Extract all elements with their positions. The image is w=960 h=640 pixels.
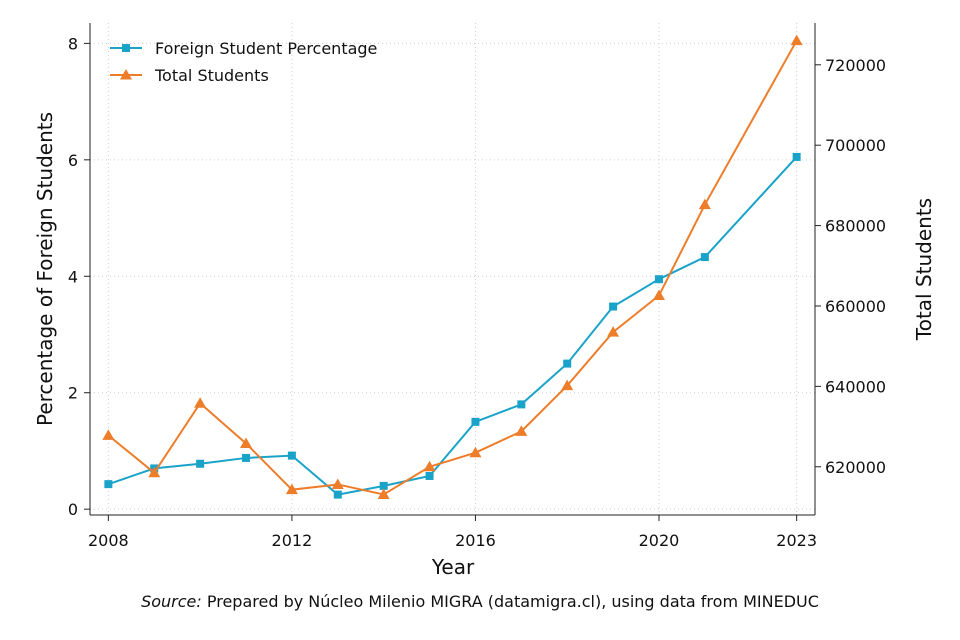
data-point <box>379 481 388 490</box>
series-line <box>107 40 798 496</box>
data-point <box>517 400 526 409</box>
data-point <box>194 397 207 408</box>
data-point <box>609 302 618 311</box>
data-point <box>240 437 253 448</box>
y-left-tick-label: 6 <box>68 151 78 170</box>
data-point <box>102 429 115 440</box>
data-point <box>698 198 711 210</box>
y-right-axis-title: Total Students <box>912 198 936 341</box>
legend-label: Foreign Student Percentage <box>155 39 377 58</box>
source-prefix: Source: <box>141 592 202 611</box>
data-point <box>331 478 344 489</box>
data-point <box>563 359 572 368</box>
x-tick-label: 2016 <box>455 531 496 550</box>
y-left-tick-label: 4 <box>68 267 78 286</box>
data-point <box>148 466 161 478</box>
legend-marker <box>122 44 130 52</box>
series-line <box>108 156 798 496</box>
y-right-tick-label: 660000 <box>825 297 886 316</box>
y-right-tick-label: 720000 <box>825 56 886 75</box>
series <box>102 34 803 499</box>
data-point <box>700 253 709 262</box>
legend-label: Total Students <box>154 66 269 85</box>
legend-marker <box>120 69 132 80</box>
data-point <box>285 483 298 495</box>
y-left-tick-label: 0 <box>68 500 78 519</box>
data-point <box>792 152 801 161</box>
y-left-axis-title: Percentage of Foreign Students <box>33 112 57 426</box>
data-point <box>607 326 620 337</box>
y-left-tick-label: 8 <box>68 34 78 53</box>
data-point <box>333 490 342 499</box>
data-point <box>377 488 390 499</box>
data-point <box>790 34 803 46</box>
axes: 0 2 4 6 8 620000 640000 660000 680000 700000 72000… <box>68 23 886 550</box>
source-note: Source: Prepared by Núcleo Milenio MIGRA… <box>0 592 960 611</box>
series-total-students <box>102 34 803 499</box>
y-right-tick-label: 620000 <box>825 458 886 477</box>
data-point <box>104 480 113 489</box>
dual-axis-line-chart: 0 2 4 6 8 620000 640000 660000 680000 700000 72000… <box>33 23 936 579</box>
x-tick-label: 2012 <box>272 531 313 550</box>
data-point <box>242 453 251 462</box>
y-left-tick-label: 2 <box>68 384 78 403</box>
data-point <box>654 275 663 284</box>
data-point <box>515 425 528 436</box>
data-point <box>652 289 665 301</box>
data-point <box>196 459 205 468</box>
series-foreign-percentage <box>104 152 801 499</box>
data-point <box>423 460 436 472</box>
x-tick-label: 2023 <box>776 531 817 550</box>
data-point <box>469 446 482 458</box>
data-point <box>287 451 296 460</box>
source-text: Prepared by Núcleo Milenio MIGRA (datami… <box>201 592 819 611</box>
gridlines <box>90 23 815 515</box>
data-point <box>471 417 480 426</box>
legend: Foreign Student Percentage Total Students <box>110 39 377 85</box>
x-axis-title: Year <box>431 555 475 579</box>
y-right-tick-label: 640000 <box>825 377 886 396</box>
x-tick-label: 2008 <box>88 531 129 550</box>
y-right-tick-label: 680000 <box>825 217 886 236</box>
data-point <box>561 379 574 391</box>
y-right-tick-label: 700000 <box>825 136 886 155</box>
x-tick-label: 2020 <box>639 531 680 550</box>
data-point <box>425 471 434 480</box>
